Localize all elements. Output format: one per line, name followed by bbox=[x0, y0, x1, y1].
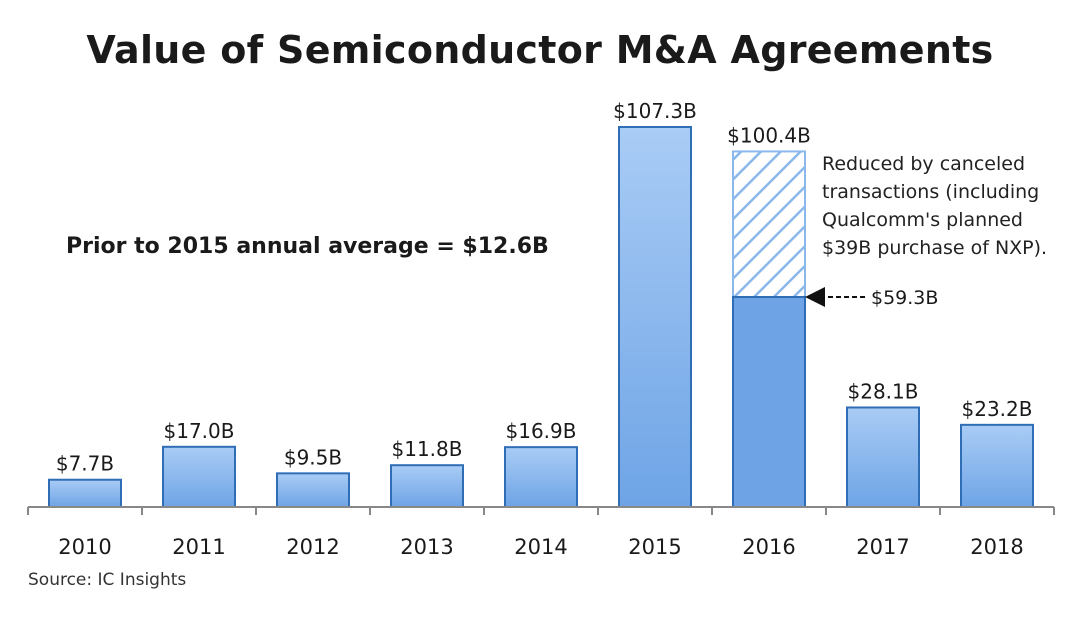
bar-value-label: $107.3B bbox=[613, 99, 697, 123]
average-note: Prior to 2015 annual average = $12.6B bbox=[66, 234, 549, 259]
annotation-line: Qualcomm's planned bbox=[822, 209, 1023, 231]
chart-title: Value of Semiconductor M&A Agreements bbox=[86, 28, 994, 72]
bar-2016-canceled-portion bbox=[732, 150, 806, 298]
bar-2010 bbox=[48, 478, 122, 508]
x-tick-label: 2010 bbox=[58, 535, 111, 559]
bar-value-label: $23.2B bbox=[962, 397, 1033, 421]
bar-2016-remaining bbox=[732, 295, 806, 509]
bar-2017 bbox=[846, 406, 920, 508]
bar-2012 bbox=[276, 472, 350, 509]
bar-2013 bbox=[390, 464, 464, 509]
x-tick-label: 2011 bbox=[172, 535, 225, 559]
bar-value-label: $17.0B bbox=[164, 419, 235, 443]
bar-2018 bbox=[960, 423, 1034, 508]
bar-value-label: $11.8B bbox=[392, 437, 463, 461]
x-tick-label: 2016 bbox=[742, 535, 795, 559]
reduced-value-label: $59.3B bbox=[871, 287, 938, 309]
x-tick-label: 2014 bbox=[514, 535, 567, 559]
bar-2011 bbox=[162, 445, 236, 508]
bar-value-label: $7.7B bbox=[56, 452, 114, 476]
annotation-line: $39B purchase of NXP). bbox=[822, 237, 1048, 259]
x-tick-label: 2018 bbox=[970, 535, 1023, 559]
x-tick-label: 2017 bbox=[856, 535, 909, 559]
bar-value-label: $28.1B bbox=[848, 379, 919, 403]
reduction-annotation: Reduced by canceled transactions (includ… bbox=[822, 150, 1047, 262]
x-tick-label: 2012 bbox=[286, 535, 339, 559]
source-note: Source: IC Insights bbox=[28, 570, 187, 590]
annotation-line: Reduced by canceled bbox=[822, 153, 1026, 175]
x-tick-label: 2015 bbox=[628, 535, 681, 559]
bar-2015 bbox=[618, 126, 692, 508]
bar-2014 bbox=[504, 446, 578, 508]
bar-value-label: $16.9B bbox=[506, 419, 577, 443]
bar-value-label: $9.5B bbox=[284, 445, 342, 469]
bar-value-label: $100.4B bbox=[727, 123, 811, 147]
annotation-line: transactions (including bbox=[822, 181, 1040, 203]
x-tick-label: 2013 bbox=[400, 535, 453, 559]
